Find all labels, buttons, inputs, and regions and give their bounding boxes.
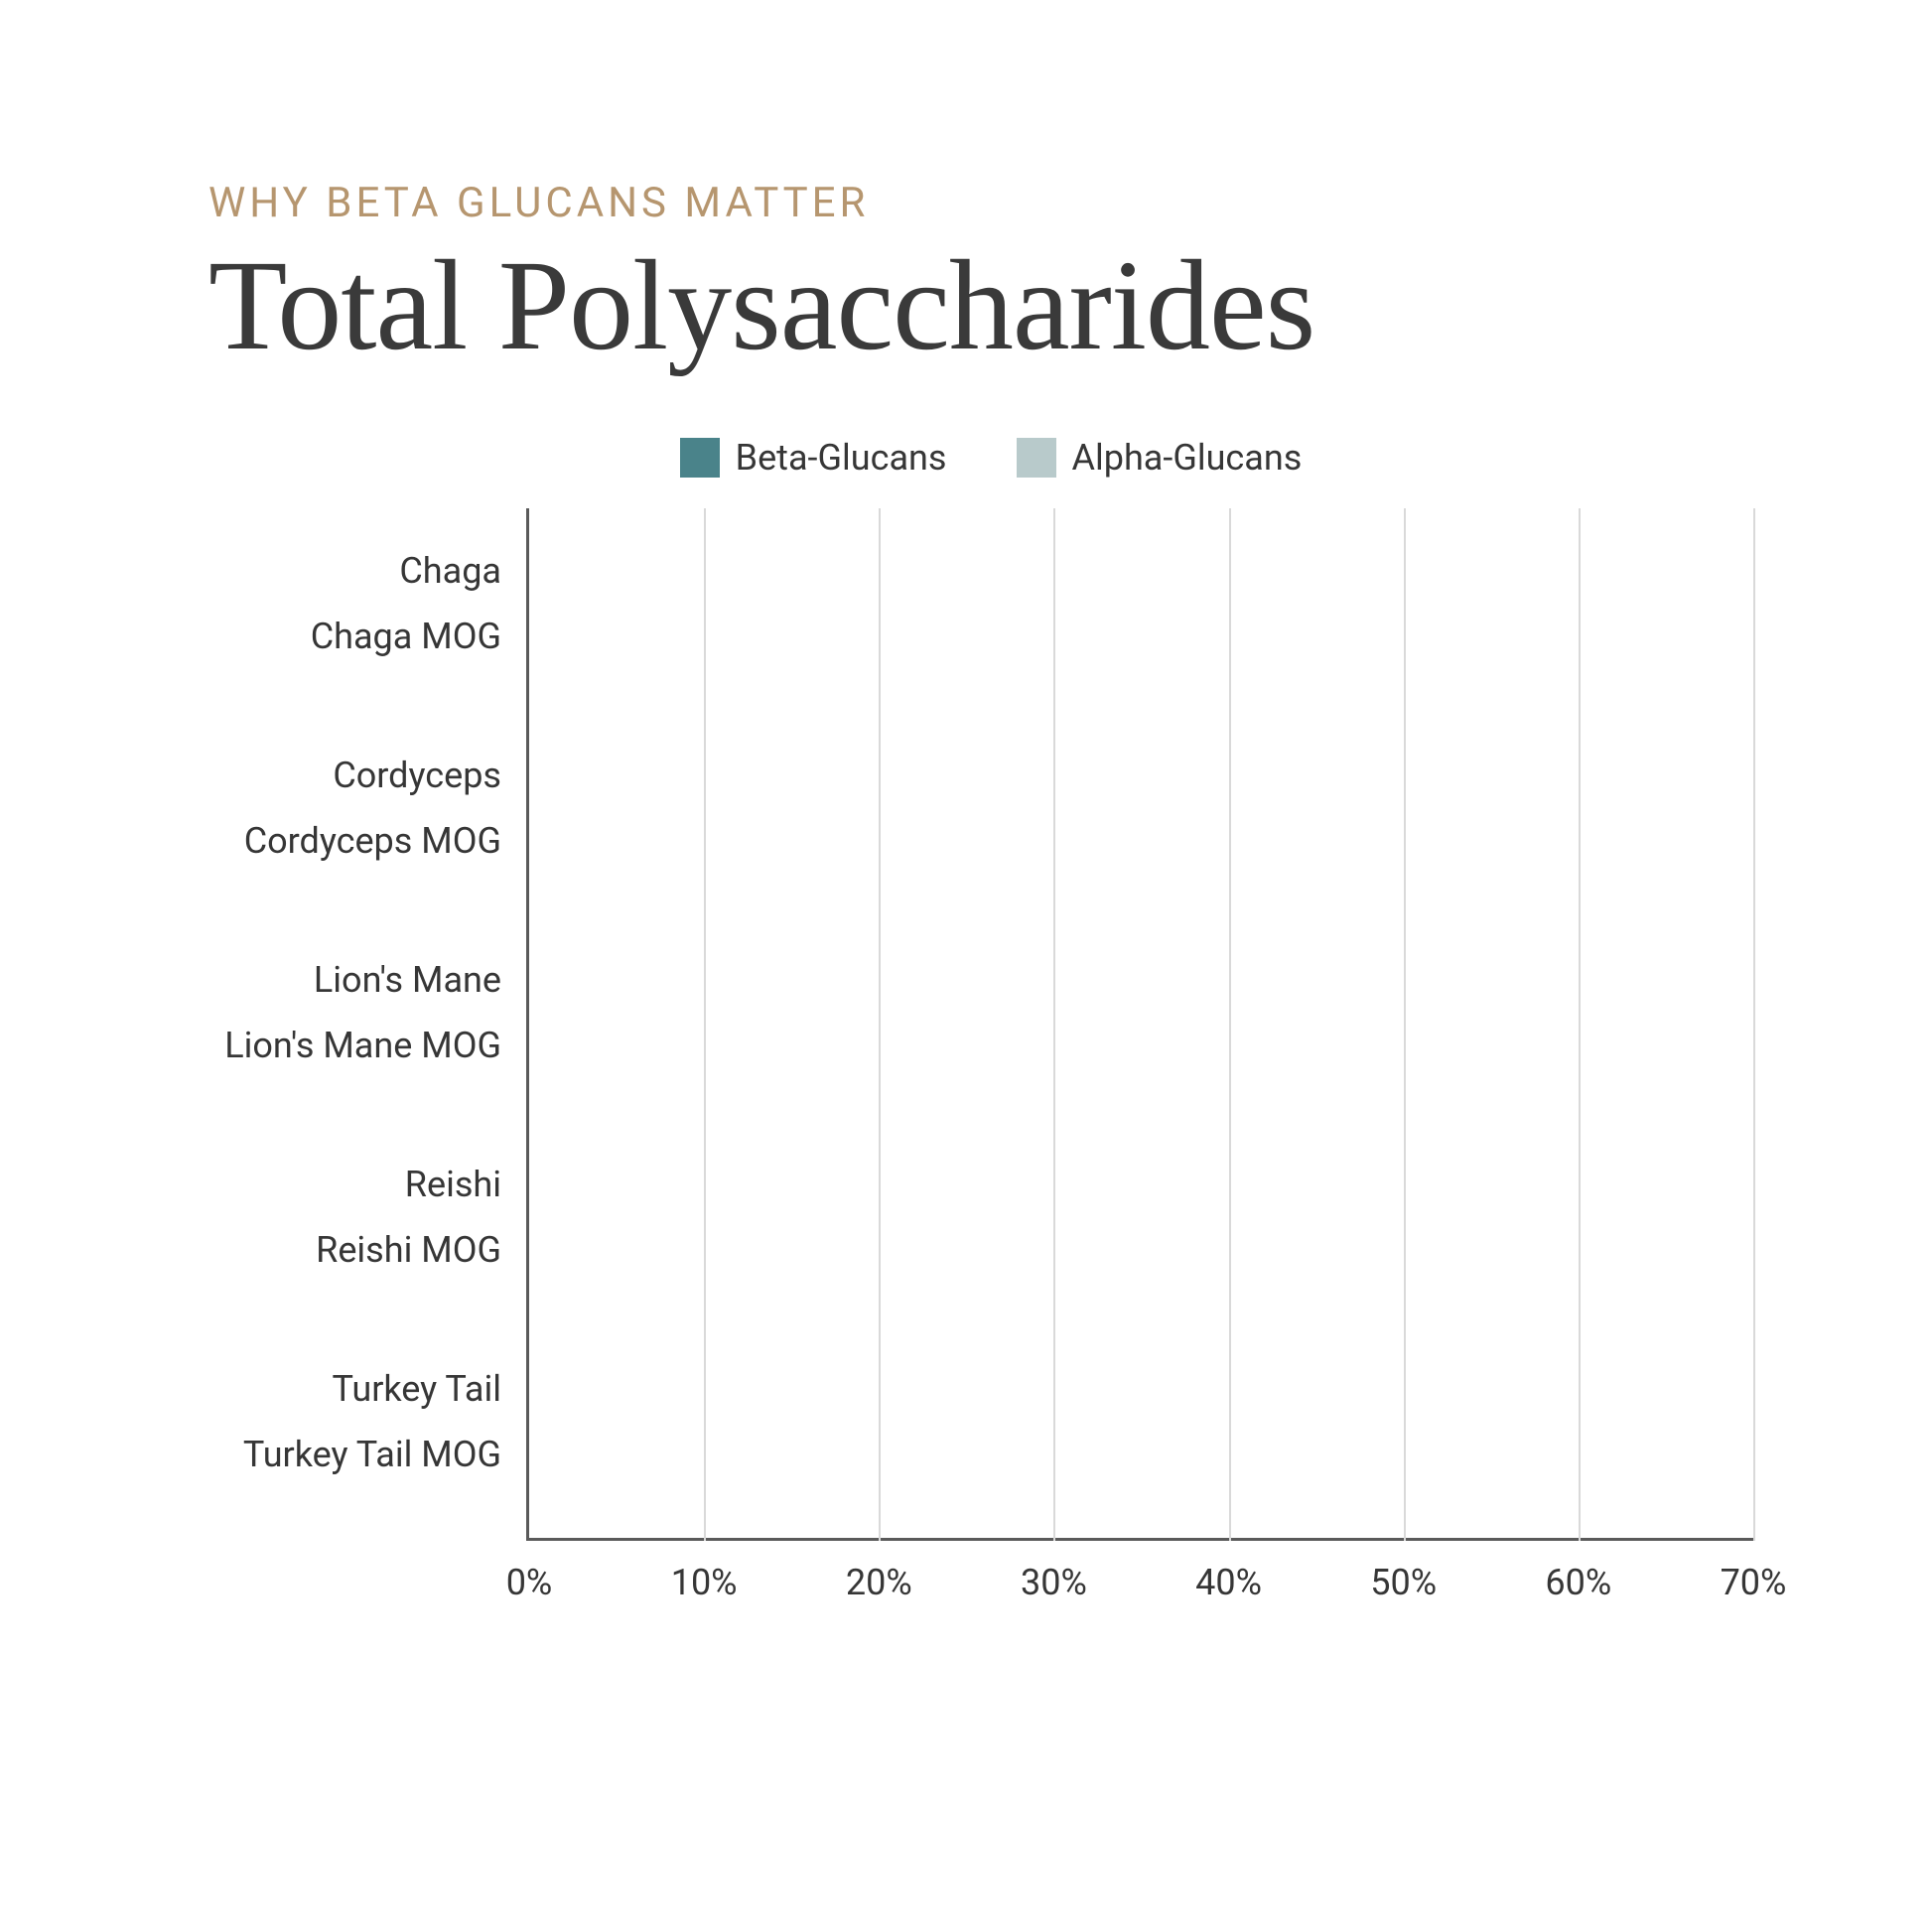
x-axis: 0%10%20%30%40%50%60%70% bbox=[529, 1538, 1753, 1617]
legend-swatch-beta bbox=[680, 438, 720, 478]
legend-item-alpha: Alpha-Glucans bbox=[1017, 437, 1303, 479]
x-axis-label: 40% bbox=[1195, 1562, 1262, 1603]
legend-label-beta: Beta-Glucans bbox=[736, 437, 947, 479]
y-axis-label: Turkey Tail MOG bbox=[243, 1428, 529, 1481]
page-title: Total Polysaccharides bbox=[208, 235, 1773, 377]
y-axis-label: Cordyceps bbox=[333, 749, 529, 802]
y-axis-label: Lion's Mane bbox=[314, 953, 529, 1007]
legend-label-alpha: Alpha-Glucans bbox=[1072, 437, 1303, 479]
legend-item-beta: Beta-Glucans bbox=[680, 437, 947, 479]
y-axis-label: Lion's Mane MOG bbox=[224, 1019, 529, 1072]
y-axis-label: Cordyceps MOG bbox=[244, 814, 529, 868]
x-axis-label: 10% bbox=[671, 1562, 738, 1603]
y-axis-label: Reishi bbox=[405, 1158, 529, 1211]
eyebrow-text: WHY BETA GLUCANS MATTER bbox=[208, 179, 1773, 227]
x-axis-label: 20% bbox=[846, 1562, 912, 1603]
x-axis-label: 70% bbox=[1721, 1562, 1787, 1603]
x-axis-label: 0% bbox=[506, 1562, 553, 1603]
legend-swatch-alpha bbox=[1017, 438, 1056, 478]
legend: Beta-Glucans Alpha-Glucans bbox=[208, 437, 1773, 479]
x-axis-label: 50% bbox=[1370, 1562, 1437, 1603]
x-axis-label: 60% bbox=[1545, 1562, 1611, 1603]
gridline bbox=[879, 508, 881, 1541]
gridline bbox=[1753, 508, 1755, 1541]
gridline bbox=[1229, 508, 1231, 1541]
y-axis-label: Reishi MOG bbox=[316, 1223, 529, 1277]
y-axis-label: Chaga MOG bbox=[311, 610, 529, 663]
gridline bbox=[1579, 508, 1581, 1541]
gridline bbox=[1053, 508, 1055, 1541]
x-axis-label: 30% bbox=[1021, 1562, 1087, 1603]
gridline bbox=[1404, 508, 1406, 1541]
plot-area: ChagaChaga MOGCordycepsCordyceps MOGLion… bbox=[526, 508, 1753, 1541]
y-axis-label: Turkey Tail bbox=[333, 1362, 529, 1416]
y-axis-label: Chaga bbox=[399, 544, 529, 598]
chart: ChagaChaga MOGCordycepsCordyceps MOGLion… bbox=[526, 508, 1753, 1541]
page: WHY BETA GLUCANS MATTER Total Polysaccha… bbox=[0, 0, 1932, 1932]
gridline bbox=[704, 508, 706, 1541]
